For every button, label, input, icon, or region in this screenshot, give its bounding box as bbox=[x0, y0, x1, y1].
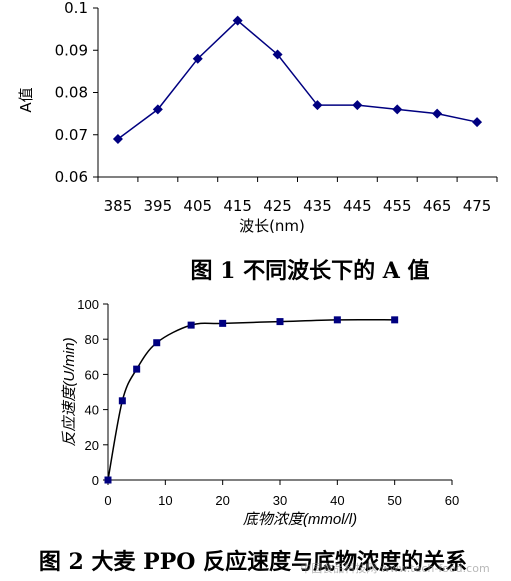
chart2-y-tick-label: 0 bbox=[92, 473, 99, 488]
chart2-data-point bbox=[391, 316, 399, 324]
chart1-x-tick-label: 395 bbox=[144, 197, 173, 215]
chart2-data-point bbox=[187, 321, 195, 329]
chart1-y-tick-label: 0.06 bbox=[55, 168, 88, 186]
chart2-x-tick-label: 60 bbox=[445, 493, 459, 508]
chart2-y-tick-label: 80 bbox=[85, 332, 99, 347]
chart1-x-tick-label: 435 bbox=[303, 197, 332, 215]
chart1-series-line bbox=[117, 19, 478, 140]
chart1-data-point bbox=[392, 104, 403, 115]
chart1-x-axis-label: 波长(nm) bbox=[239, 217, 305, 235]
chart2-x-tick-label: 20 bbox=[215, 493, 229, 508]
chart1-x-tick-label: 475 bbox=[463, 197, 492, 215]
chart1-x-tick-label: 465 bbox=[423, 197, 452, 215]
chart2-x-tick-label: 50 bbox=[387, 493, 401, 508]
chart1-x-tick-label: 445 bbox=[343, 197, 372, 215]
chart1-data-point bbox=[472, 117, 483, 128]
chart2-y-tick-label: 60 bbox=[85, 367, 99, 382]
chart2-data-point bbox=[276, 318, 284, 326]
chart1-y-tick-label: 0.09 bbox=[55, 41, 88, 59]
chart2-data-point bbox=[153, 339, 161, 347]
chart1-caption: 图 1 不同波长下的 A 值 bbox=[190, 258, 429, 284]
watermark-text: 中国食品科技网 www.tech-food.com bbox=[300, 561, 489, 575]
chart1-data-point bbox=[352, 100, 363, 111]
chart2-data-point bbox=[104, 476, 112, 484]
chart2-x-tick-label: 0 bbox=[104, 493, 111, 508]
chart2-x-tick-label: 40 bbox=[330, 493, 344, 508]
chart1-data-point bbox=[312, 100, 323, 111]
chart2-data-point bbox=[333, 316, 341, 324]
chart2-y-tick-label: 20 bbox=[85, 438, 99, 453]
chart2-x-tick-label: 30 bbox=[273, 493, 287, 508]
chart1-y-tick-label: 0.1 bbox=[64, 0, 88, 17]
chart2-x-axis-label: 底物浓度(mmol/l) bbox=[243, 511, 357, 528]
chart2-series-line bbox=[107, 318, 395, 481]
chart2-data-point bbox=[133, 365, 141, 373]
chart1-x-tick-label: 405 bbox=[183, 197, 212, 215]
chart1-data-point bbox=[232, 15, 243, 26]
chart2-y-tick-label: 100 bbox=[77, 297, 99, 312]
chart1-y-tick-label: 0.07 bbox=[55, 126, 88, 144]
chart-1: 0.06 0.07 0.08 0.09 0.1 385 395 405 415 425 435 44… bbox=[17, 0, 498, 284]
chart1-x-tick-label: 425 bbox=[263, 197, 292, 215]
chart1-x-tick-label: 455 bbox=[383, 197, 412, 215]
chart-2: 0 20 40 60 80 100 0 10 20 30 40 50 60 反应速度(U/min) 底… bbox=[39, 297, 467, 575]
chart2-data-point bbox=[219, 319, 227, 327]
chart1-y-axis-label: A值 bbox=[17, 87, 35, 112]
chart2-y-tick-label: 40 bbox=[85, 403, 99, 418]
chart1-data-point bbox=[152, 104, 163, 115]
chart2-y-axis-label: 反应速度(U/min) bbox=[61, 337, 78, 446]
chart1-x-tick-label: 415 bbox=[223, 197, 252, 215]
chart2-data-point bbox=[118, 397, 126, 405]
chart1-y-tick-label: 0.08 bbox=[55, 84, 88, 102]
chart1-x-tick-label: 385 bbox=[104, 197, 133, 215]
chart1-data-point bbox=[272, 49, 283, 60]
chart1-data-point bbox=[432, 108, 443, 119]
chart1-data-point bbox=[192, 53, 203, 64]
chart1-data-point bbox=[112, 133, 123, 144]
chart2-x-tick-label: 10 bbox=[158, 493, 172, 508]
chart2-caption: 图 2 大麦 PPO 反应速度与底物浓度的关系 bbox=[39, 549, 467, 575]
